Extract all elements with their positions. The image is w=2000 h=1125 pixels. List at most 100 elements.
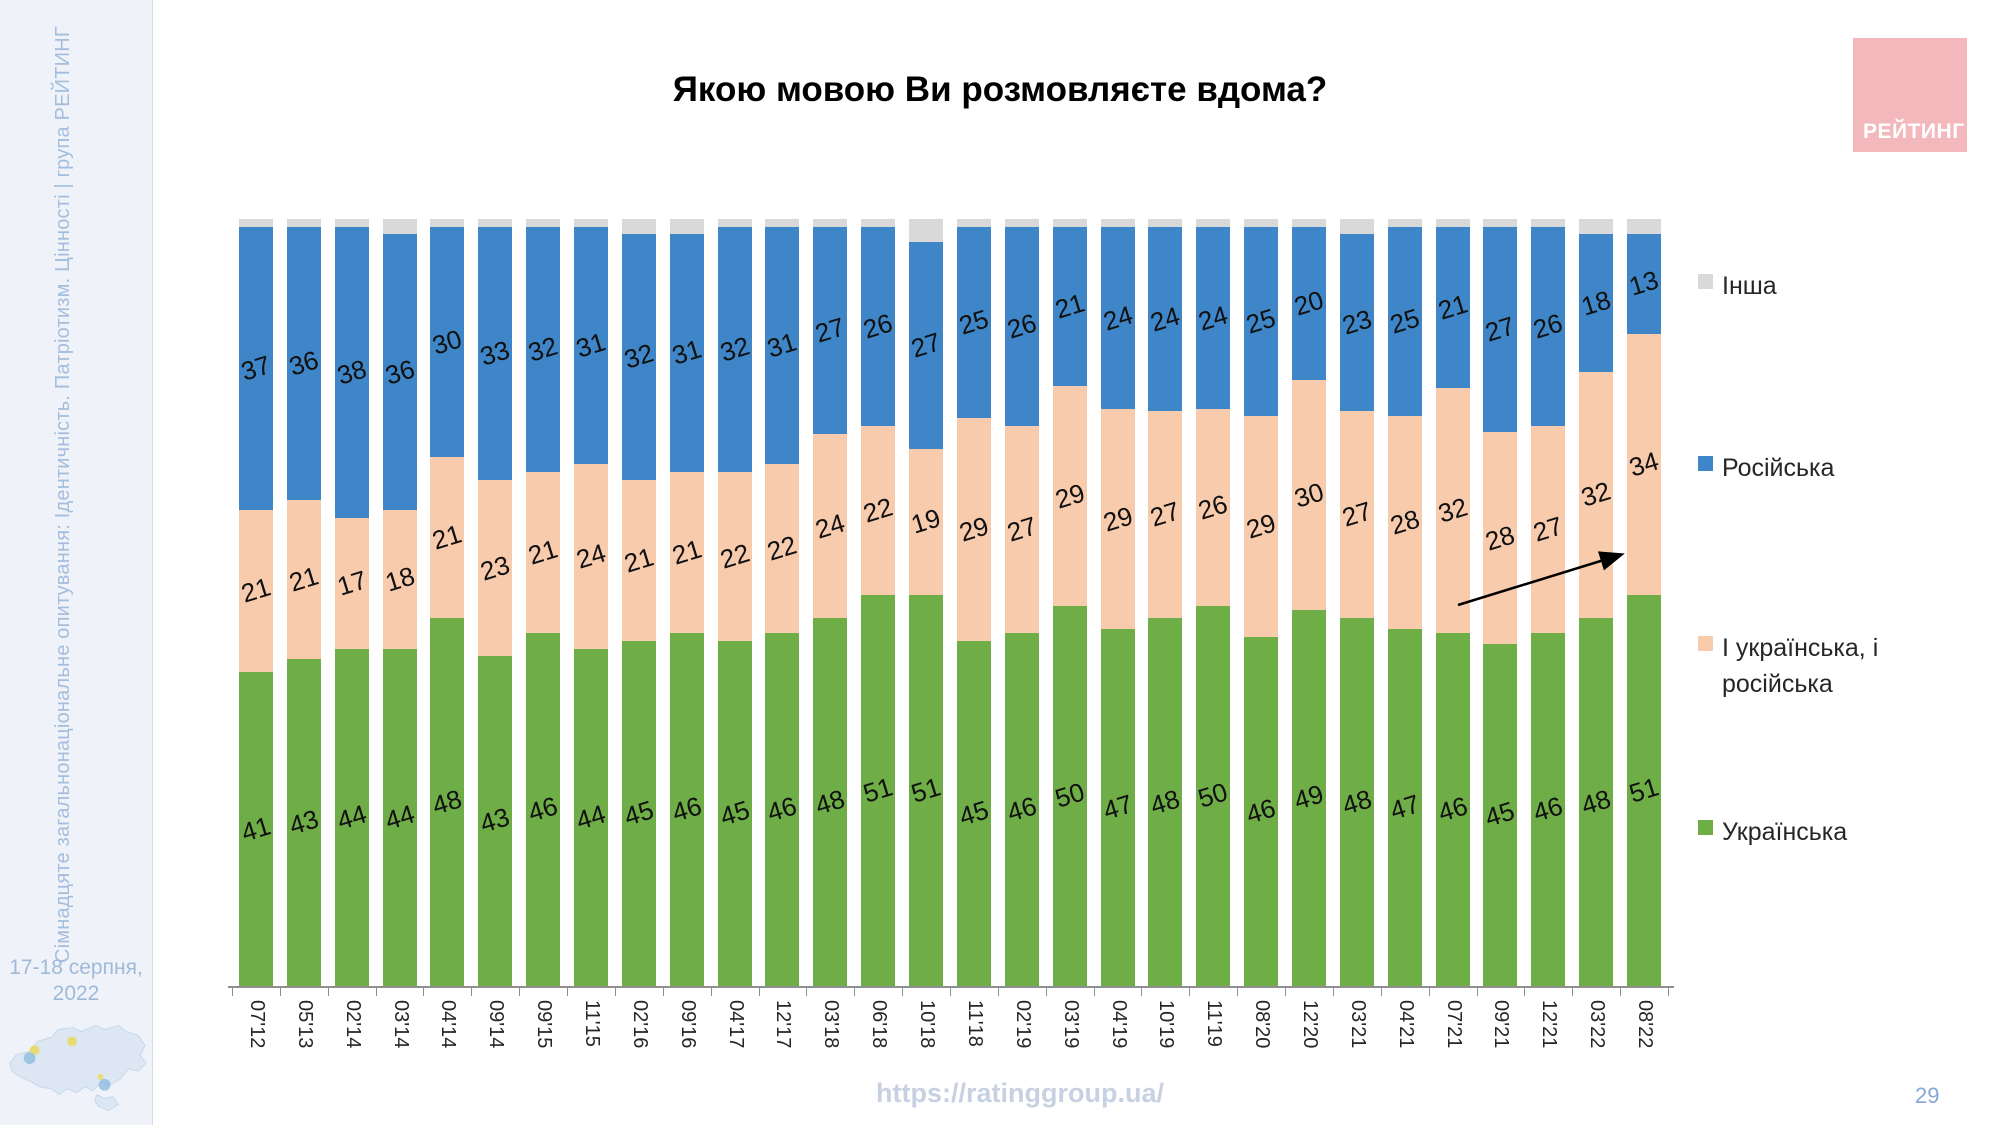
x-axis-tick [1237,988,1239,996]
x-axis-tick [1141,988,1143,996]
footer-url-link[interactable]: https://ratinggroup.ua/ [876,1078,1164,1108]
segment-other [574,219,608,227]
x-axis-label: 07'21 [1442,1000,1465,1049]
segment-russian: 13 [1626,234,1662,335]
map-dot-yellow [29,1045,40,1056]
legend-label: Інша [1722,272,1777,300]
x-axis-label: 02'16 [628,1000,651,1049]
segment-other [1483,219,1518,227]
x-axis-tick [662,988,664,996]
segment-russian: 21 [1051,226,1088,387]
bar-08'20: 25 29 46 [1243,219,1279,986]
x-axis-tick [902,988,904,996]
x-axis-tick [1524,988,1526,996]
segment-both: 34 [1626,334,1662,595]
bar-04'17: 32 22 45 [716,219,753,986]
legend-item-2: Російська [1698,450,1937,486]
segment-ukrainian: 51 [1626,594,1662,986]
legend-label: І українська, і російська [1722,634,1879,698]
segment-both: 29 [1243,416,1279,637]
sidebar: Сімнадцяте загальнонаціональне опитуванн… [0,0,153,1125]
segment-both: 28 [1386,416,1423,630]
x-axis-label: 05'13 [293,1000,316,1049]
bar-02'16: 32 21 45 [620,219,657,986]
segment-other [669,219,704,235]
bar-06'18: 26 22 51 [860,219,896,986]
legend-swatch [1698,820,1713,835]
segment-other [909,219,944,243]
segment-ukrainian: 48 [429,617,465,986]
segment-russian: 32 [620,234,657,480]
x-axis-tick [710,988,712,996]
x-axis-tick [279,988,281,996]
segment-both: 28 [1482,431,1519,645]
segment-ukrainian: 48 [1578,617,1614,986]
x-axis-tick [854,988,856,996]
segment-ukrainian: 45 [1482,644,1519,986]
segment-other [813,219,848,227]
segment-other [1435,219,1470,227]
segment-russian: 25 [956,226,992,419]
segment-ukrainian: 51 [860,594,896,986]
x-axis-label: 03'22 [1586,1000,1609,1049]
x-axis-tick [1332,988,1334,996]
survey-date-line2: 2022 [52,982,100,1005]
x-axis-tick [471,988,473,996]
x-axis-label: 11'19 [1203,1000,1226,1047]
bar-07'12: 37 21 41 [238,219,274,986]
segment-russian: 27 [908,242,944,450]
segment-both: 29 [956,418,992,641]
segment-ukrainian: 50 [1051,606,1088,986]
bar-04'21: 25 28 47 [1386,219,1423,986]
segment-russian: 23 [1338,234,1375,411]
map-dot-yellow [97,1073,104,1080]
x-axis-tick [1093,988,1095,996]
segment-ukrainian: 46 [525,633,561,986]
legend-item-4: Українська [1698,814,1937,850]
segment-both: 21 [429,456,465,618]
segment-russian: 26 [1003,226,1040,427]
segment-russian: 37 [238,226,274,511]
segment-other [1387,219,1422,227]
x-axis-tick [614,988,616,996]
bar-12'21: 26 27 46 [1530,219,1566,986]
x-axis-tick [1285,988,1287,996]
bar-03'18: 27 24 48 [812,219,848,986]
segment-russian: 38 [333,226,370,519]
segment-russian: 33 [477,226,513,480]
bar-10'19: 24 27 48 [1147,219,1183,986]
segment-both: 29 [1099,408,1136,630]
bar-11'15: 31 24 44 [573,219,609,986]
segment-other [478,219,513,227]
segment-both: 22 [860,426,896,595]
segment-russian: 32 [525,226,561,473]
segment-ukrainian: 44 [333,648,370,986]
bar-12'20: 20 30 49 [1291,219,1327,986]
segment-both: 21 [285,500,322,660]
segment-both: 32 [1434,387,1471,634]
segment-both: 21 [668,472,705,634]
segment-russian: 24 [1099,226,1136,409]
segment-ukrainian: 46 [1530,633,1566,986]
segment-other [765,219,800,227]
segment-both: 19 [908,449,944,595]
x-axis-label: 10'19 [1155,1000,1178,1049]
x-axis-label: 09'21 [1490,1000,1513,1049]
x-axis-label: 06'18 [868,1000,891,1049]
segment-other [526,219,561,227]
x-axis-tick [567,988,569,996]
bar-09'14: 33 23 43 [477,219,513,986]
legend-swatch [1698,274,1713,289]
segment-both: 21 [620,479,657,641]
segment-other [1052,219,1087,227]
segment-ukrainian: 48 [812,617,848,986]
survey-date: 17-18 серпня, 2022 [0,955,152,1007]
segment-both: 29 [1051,386,1088,607]
legend-label: Українська [1722,818,1848,846]
x-axis-label: 04'17 [724,1000,747,1049]
rating-logo-text: РЕЙТИНГ [1863,120,1965,143]
segment-other [1292,219,1326,227]
x-axis-label: 09'16 [676,1000,699,1049]
segment-both: 21 [525,472,561,634]
x-axis-tick [1668,988,1669,996]
